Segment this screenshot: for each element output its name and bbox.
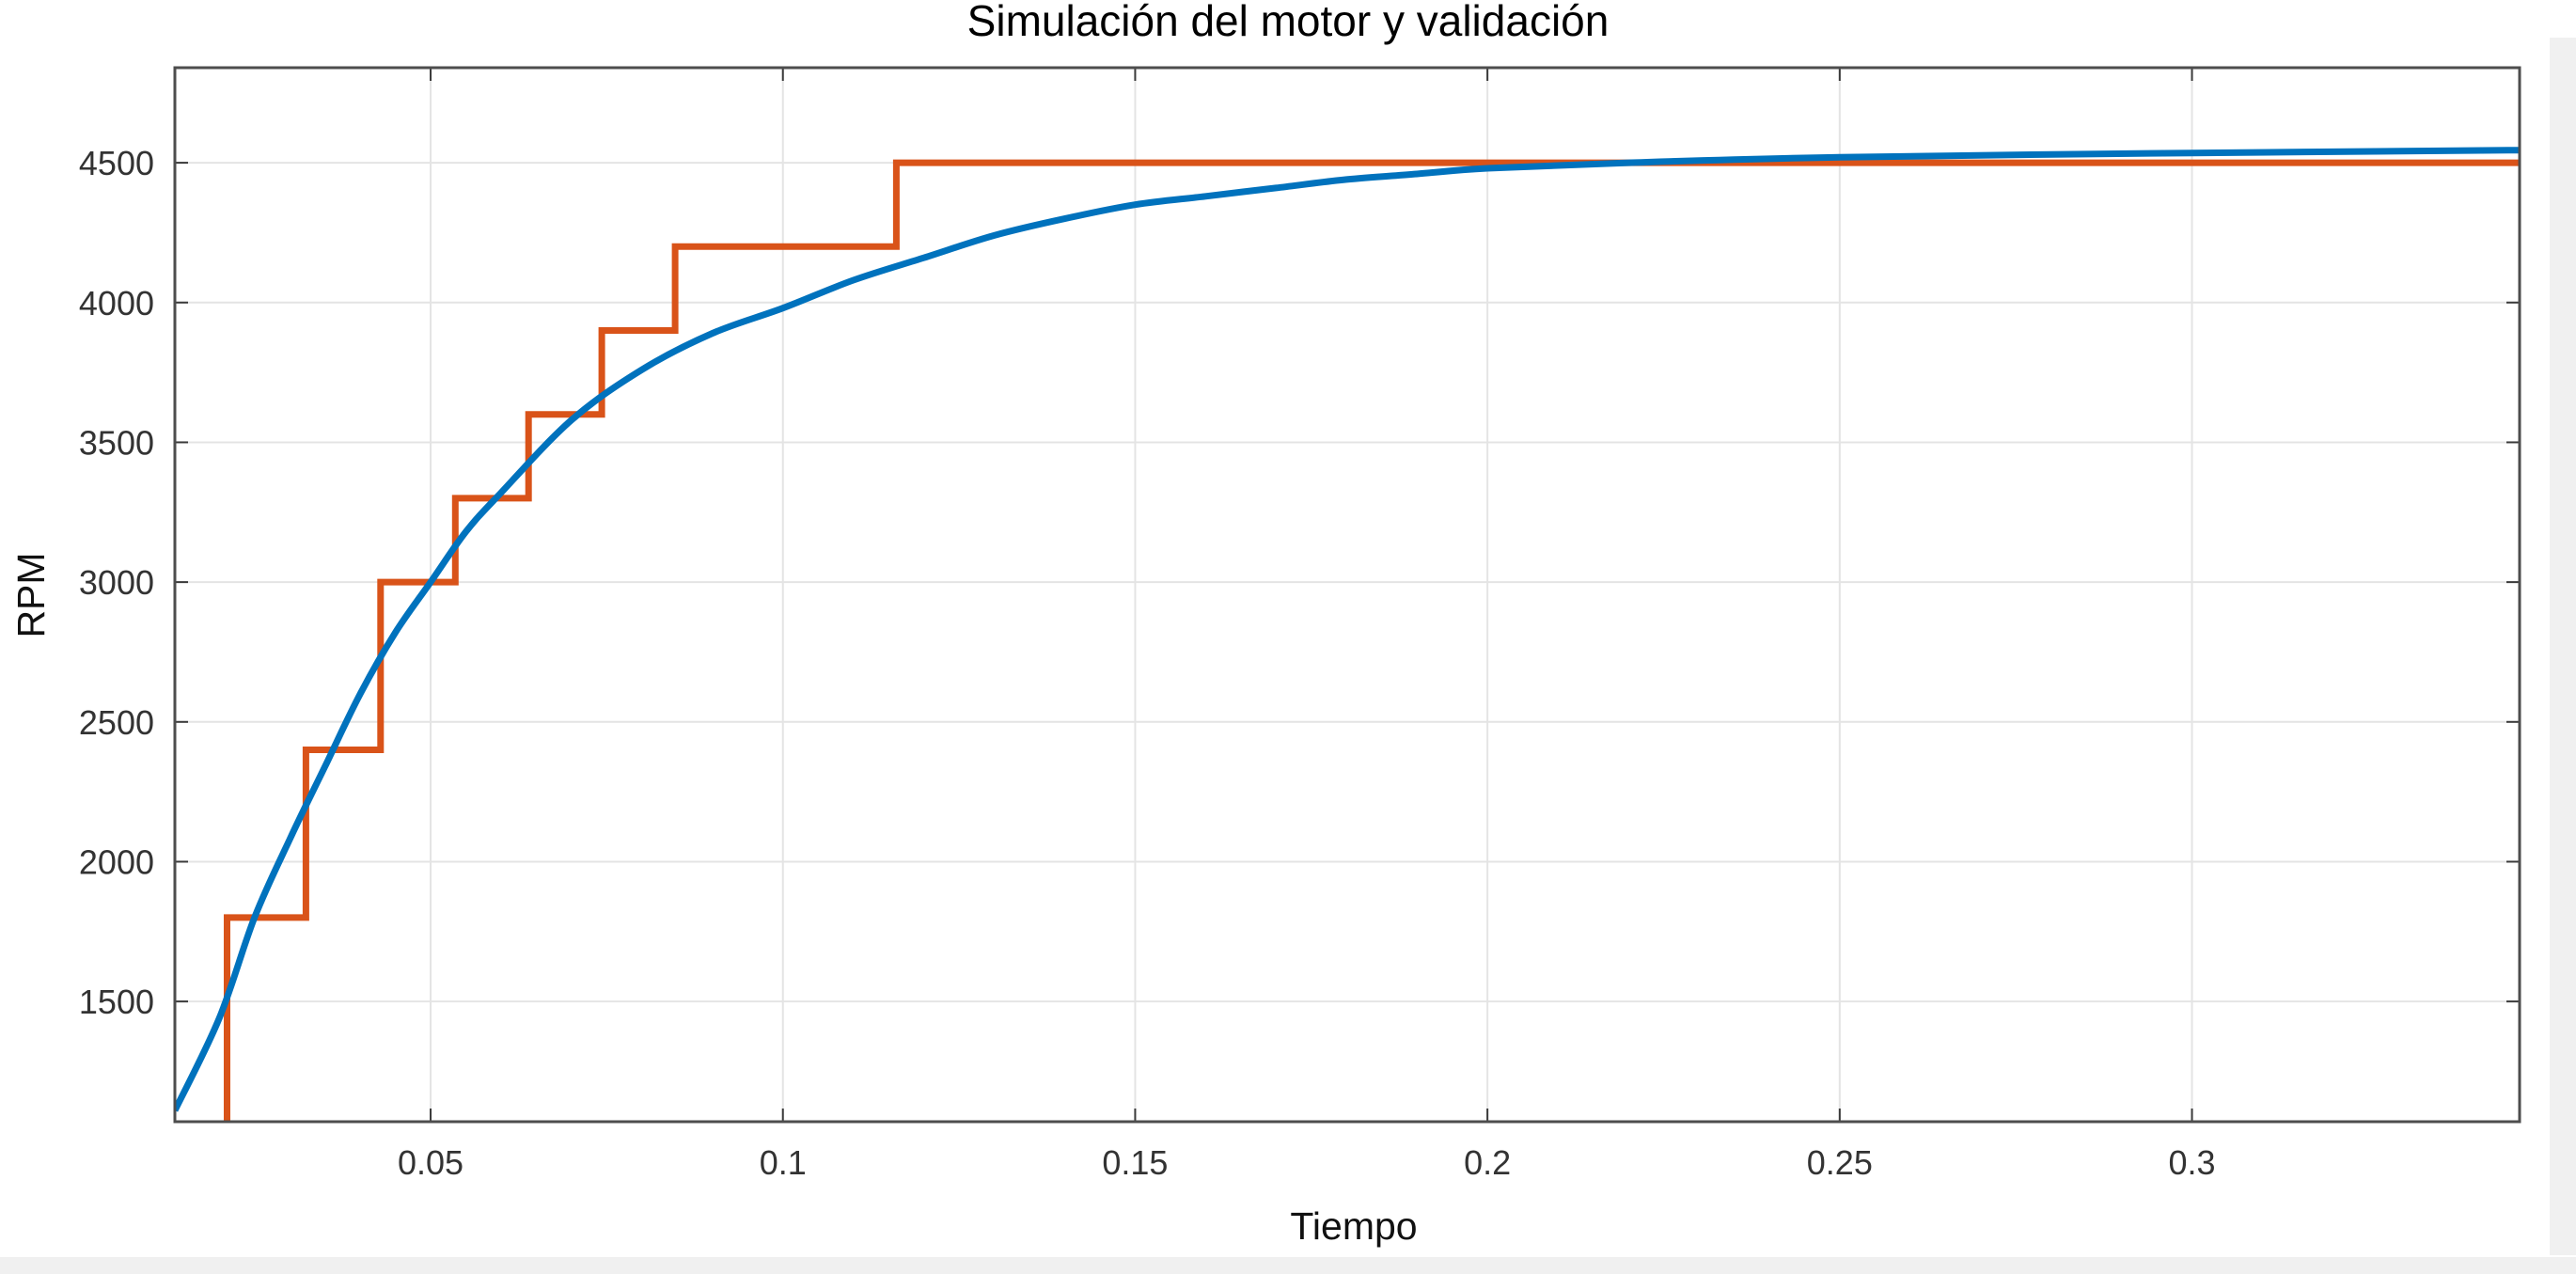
y-tick-label: 1500	[79, 983, 154, 1021]
plot-series	[175, 147, 2520, 1122]
x-tick-label: 0.05	[398, 1143, 463, 1182]
tick-marks	[175, 68, 2520, 1122]
y-tick-label: 3000	[79, 563, 154, 602]
y-tick-labels: 1500 2000 2500 3000 3500 4000 4500	[79, 144, 154, 1021]
chart-title: Simulación del motor y validación	[967, 0, 1610, 45]
y-tick-label: 2000	[79, 842, 154, 881]
y-tick-label: 4500	[79, 144, 154, 182]
smooth-series-line	[175, 147, 2520, 1112]
x-tick-label: 0.25	[1807, 1143, 1873, 1182]
x-tick-labels: 0.05 0.1 0.15 0.2 0.25 0.3	[398, 1143, 2216, 1182]
x-tick-label: 0.3	[2169, 1143, 2216, 1182]
x-tick-label: 0.1	[760, 1143, 807, 1182]
bottom-strip	[0, 1257, 2576, 1274]
y-tick-label: 4000	[79, 284, 154, 322]
axes-frame	[173, 66, 2521, 1124]
step-series-line	[224, 159, 2520, 1122]
y-tick-label: 3500	[79, 423, 154, 462]
x-axis-label: Tiempo	[1290, 1204, 1417, 1248]
y-axis-label: RPM	[9, 552, 53, 637]
side-strip	[2550, 38, 2576, 1255]
x-tick-label: 0.2	[1464, 1143, 1511, 1182]
y-tick-label: 2500	[79, 703, 154, 742]
x-tick-label: 0.15	[1102, 1143, 1168, 1182]
grid-lines	[175, 68, 2520, 1122]
